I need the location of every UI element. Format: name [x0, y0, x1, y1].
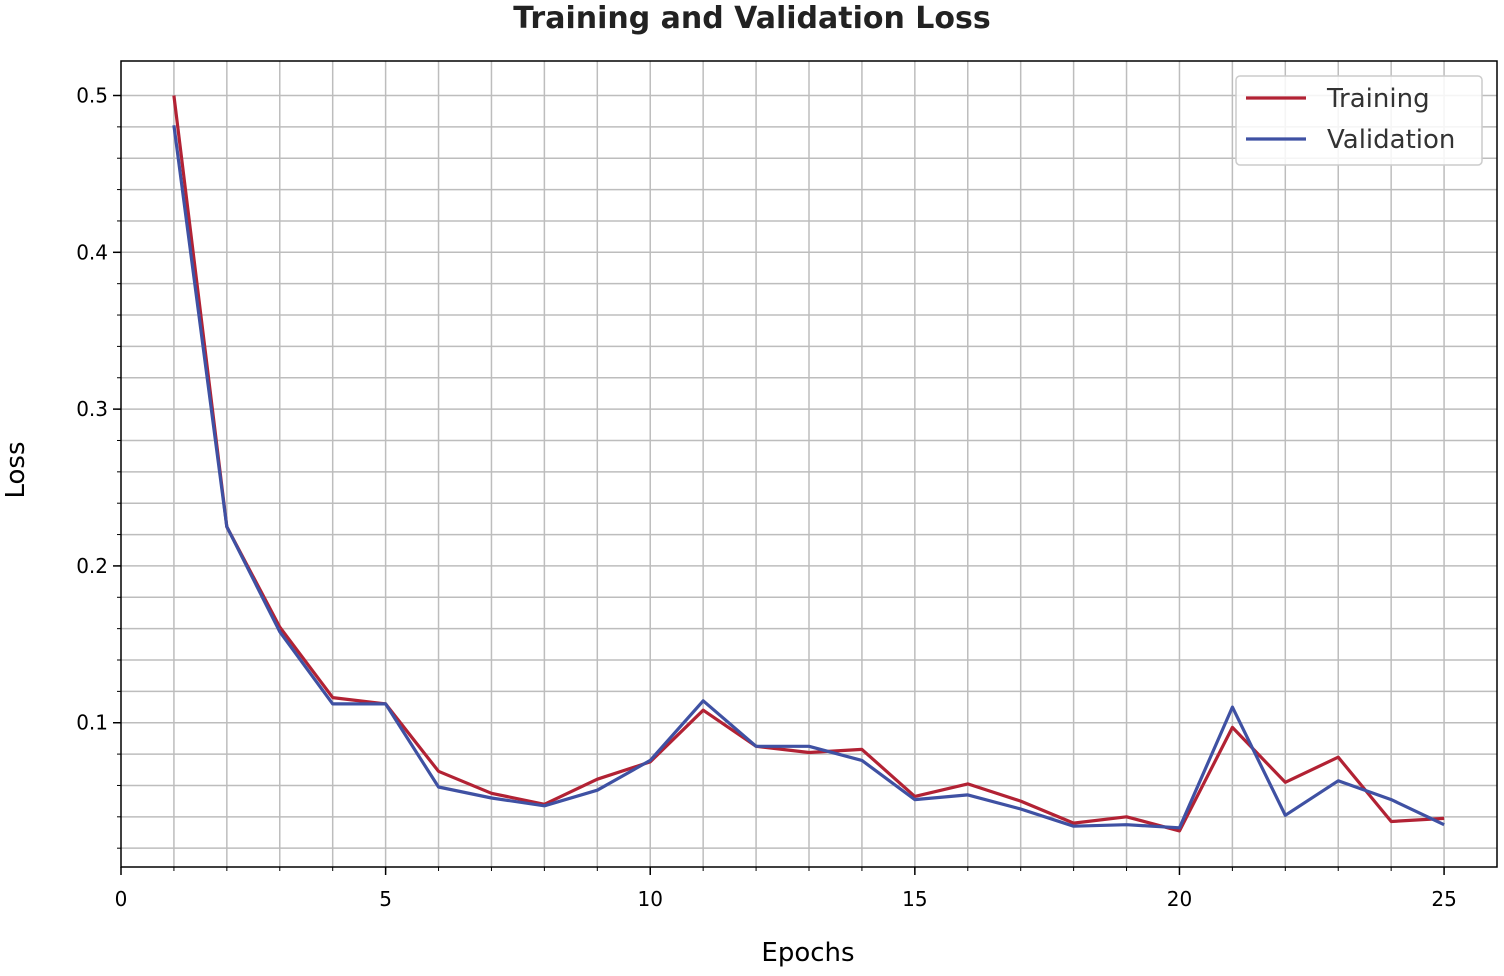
grid [121, 61, 1497, 867]
y-tick-label: 0.2 [76, 554, 108, 578]
series-lines [172, 95, 1445, 833]
y-tick-label: 0.1 [76, 711, 108, 735]
x-tick-label: 0 [115, 887, 128, 911]
series-line-validation [172, 125, 1445, 830]
x-tick-label: 5 [379, 887, 392, 911]
legend-label-validation: Validation [1327, 125, 1455, 155]
axis-ticks: 0 5 10 15 20 25 0.1 0.2 0.3 0.4 0.5 [76, 83, 1457, 911]
legend: Training Validation [1235, 75, 1483, 166]
y-tick-label: 0.3 [76, 397, 108, 421]
chart-title: Training and Validation Loss [513, 1, 991, 36]
y-tick-label: 0.4 [76, 240, 108, 264]
legend-label-training: Training [1326, 84, 1430, 114]
y-tick-label: 0.5 [76, 83, 108, 107]
x-tick-label: 10 [638, 887, 663, 911]
x-axis-label: Epochs [761, 938, 855, 968]
x-tick-label: 20 [1167, 887, 1192, 911]
x-tick-label: 15 [902, 887, 927, 911]
x-tick-label: 25 [1431, 887, 1456, 911]
